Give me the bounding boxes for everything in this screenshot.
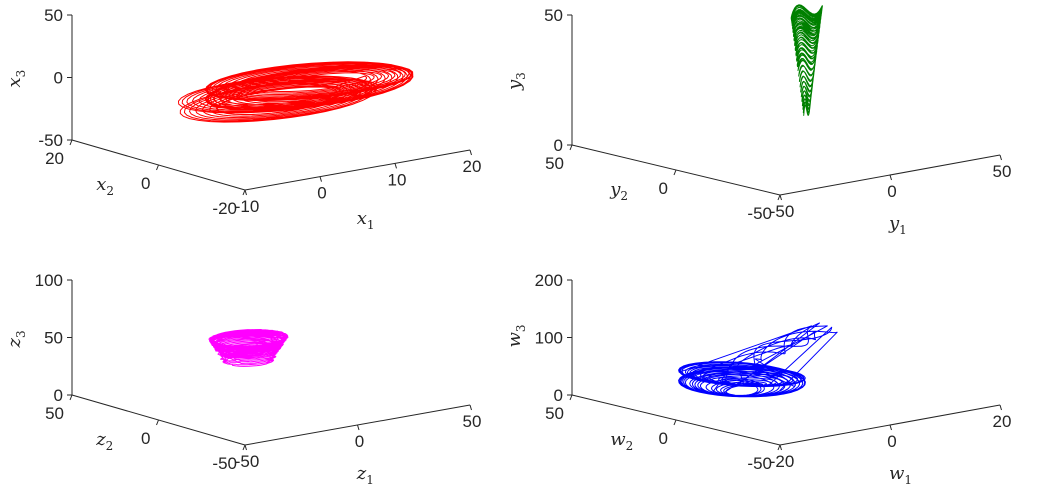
y-tick-label: 50 bbox=[545, 154, 564, 173]
attractor-trajectory bbox=[790, 4, 823, 116]
x-tick-label: 10 bbox=[388, 170, 407, 189]
x-tick-mark bbox=[779, 194, 782, 201]
y-tick-label: 20 bbox=[45, 149, 64, 168]
attractor-trajectory bbox=[678, 322, 838, 398]
x-tick-label: 50 bbox=[993, 162, 1012, 181]
x-tick-mark bbox=[779, 444, 782, 451]
x-tick-mark bbox=[394, 163, 397, 169]
z-axis-label: z3 bbox=[4, 330, 28, 348]
z-tick-label: 0 bbox=[54, 69, 63, 88]
y-tick-label: 0 bbox=[659, 429, 668, 448]
y-tick-label: -50 bbox=[212, 454, 237, 473]
y-axis-label: y2 bbox=[609, 179, 628, 203]
x-axis-label: x1 bbox=[357, 208, 375, 232]
x-axis-label: z1 bbox=[356, 463, 374, 487]
x-tick-label: 0 bbox=[887, 182, 896, 201]
attractor-trajectory bbox=[178, 61, 414, 123]
z-tick-label: 50 bbox=[544, 6, 563, 25]
z-tick-label: 200 bbox=[535, 271, 563, 290]
x-tick-label: 50 bbox=[463, 412, 482, 431]
y-tick-mark bbox=[156, 164, 159, 171]
y-tick-mark bbox=[673, 419, 677, 426]
x-tick-label: 0 bbox=[355, 432, 364, 451]
y-tick-mark bbox=[777, 194, 781, 201]
y-tick-label: -50 bbox=[747, 204, 772, 223]
z-axis-label: w3 bbox=[504, 324, 528, 347]
z-tick-label: 50 bbox=[44, 329, 63, 348]
y-tick-label: 0 bbox=[141, 174, 150, 193]
x-tick-mark bbox=[999, 404, 1002, 411]
x-tick-label: -50 bbox=[770, 202, 795, 221]
y-tick-mark bbox=[569, 144, 573, 151]
y-tick-mark bbox=[69, 139, 73, 146]
y-axis-label: z2 bbox=[95, 429, 113, 453]
x-tick-label: -10 bbox=[235, 197, 260, 216]
y-tick-mark bbox=[156, 419, 159, 426]
x-tick-mark bbox=[319, 176, 322, 182]
z-tick-label: -50 bbox=[38, 131, 63, 150]
x-axis-line bbox=[244, 149, 471, 191]
z-tick-label: 0 bbox=[554, 386, 563, 405]
y-tick-label: -50 bbox=[747, 454, 772, 473]
y-axis-label: w2 bbox=[610, 429, 633, 453]
y-tick-label: 50 bbox=[45, 404, 64, 423]
y-tick-mark bbox=[242, 189, 246, 196]
z-axis-label: x3 bbox=[4, 70, 28, 88]
x-tick-mark bbox=[889, 174, 892, 181]
y-tick-mark bbox=[242, 444, 246, 451]
attractor-trajectory bbox=[208, 329, 289, 367]
z-tick-label: 0 bbox=[54, 386, 63, 405]
x-tick-mark bbox=[244, 444, 247, 451]
x-tick-mark bbox=[469, 149, 472, 156]
y-tick-mark bbox=[777, 444, 781, 451]
x-tick-label: -20 bbox=[770, 452, 795, 471]
x-axis-label: w1 bbox=[889, 463, 912, 487]
z-tick-label: 0 bbox=[554, 136, 563, 155]
y-tick-mark bbox=[673, 169, 677, 176]
x-tick-mark bbox=[469, 404, 472, 411]
y-tick-label: 0 bbox=[141, 429, 150, 448]
x-tick-mark bbox=[889, 424, 892, 431]
x-tick-label: 0 bbox=[887, 432, 896, 451]
x-axis-label: y1 bbox=[888, 213, 907, 237]
x-tick-label: 0 bbox=[317, 184, 326, 203]
y-tick-mark bbox=[69, 394, 73, 401]
x-tick-mark bbox=[357, 424, 360, 431]
x-tick-label: -50 bbox=[235, 452, 260, 471]
y-tick-label: 0 bbox=[659, 179, 668, 198]
y-tick-mark bbox=[569, 394, 573, 401]
y-tick-label: 50 bbox=[545, 404, 564, 423]
z-tick-label: 50 bbox=[44, 6, 63, 25]
z-tick-label: 100 bbox=[535, 329, 563, 348]
z-axis-label: y3 bbox=[504, 72, 528, 91]
z-tick-label: 100 bbox=[35, 271, 63, 290]
x-tick-label: 20 bbox=[463, 157, 482, 176]
x-tick-label: 20 bbox=[993, 412, 1012, 431]
y-tick-label: -20 bbox=[212, 199, 237, 218]
x-tick-mark bbox=[999, 154, 1002, 161]
y-axis-label: x2 bbox=[96, 174, 114, 198]
x-tick-mark bbox=[244, 189, 247, 196]
